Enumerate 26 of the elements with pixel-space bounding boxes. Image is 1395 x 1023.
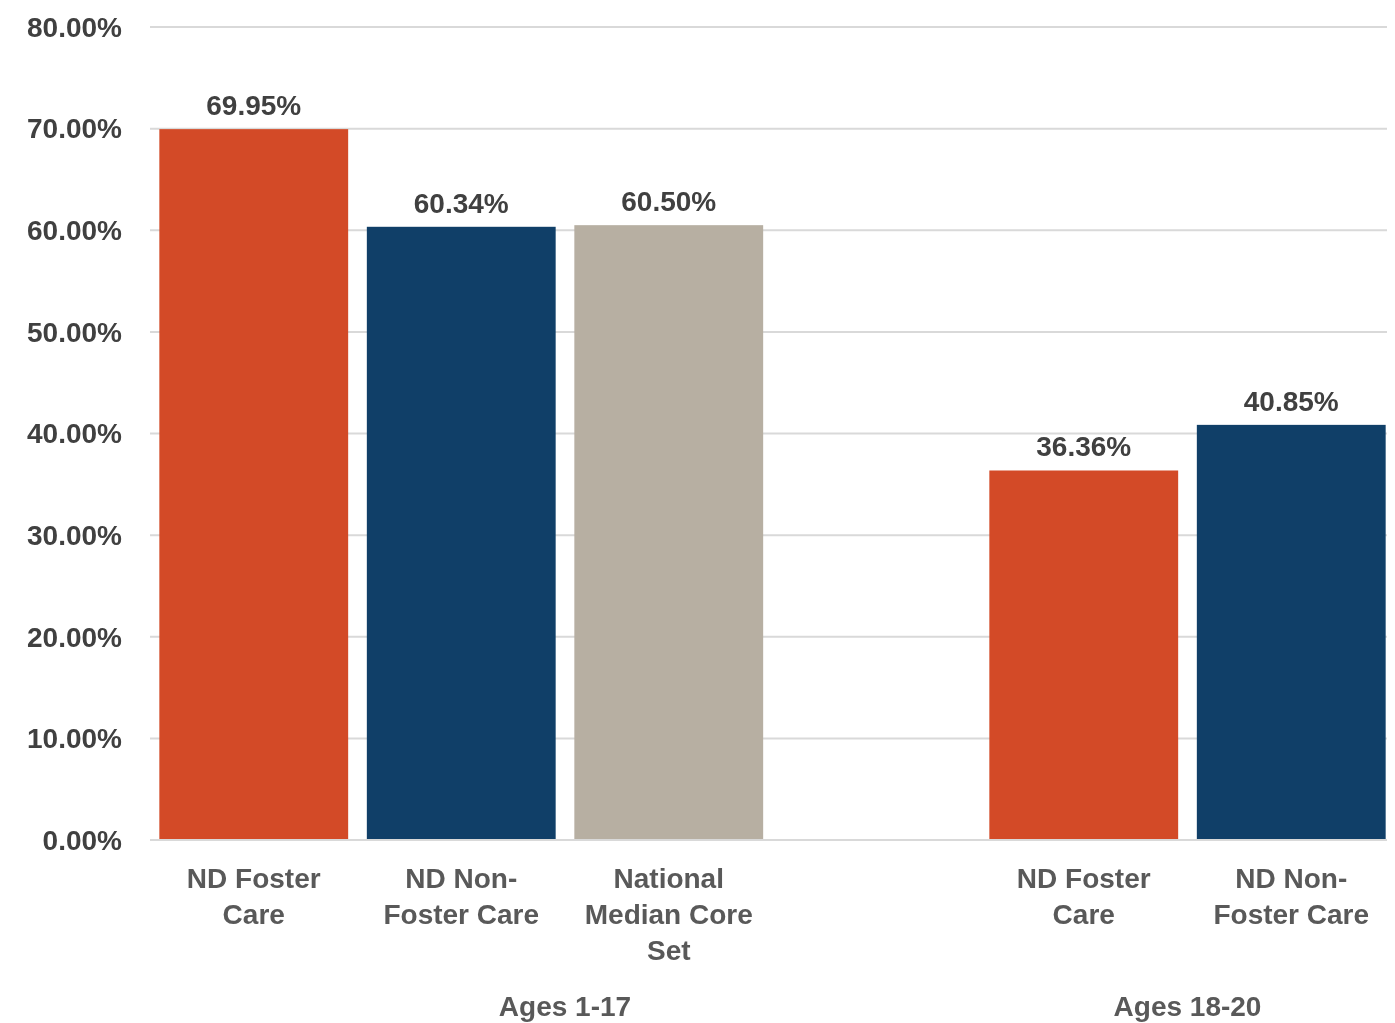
y-tick-label: 60.00%: [27, 215, 123, 247]
y-tick-label: 80.00%: [27, 11, 123, 43]
data-label: 36.36%: [1036, 431, 1132, 463]
x-tick-label: ND Foster Care: [186, 863, 321, 930]
bar: [1196, 424, 1386, 840]
x-tick-label: ND Foster Care: [1016, 863, 1151, 930]
y-tick-label: 70.00%: [27, 113, 123, 145]
x-tick-label: National Median Core Set: [584, 863, 753, 966]
text: Ages 18-20: [1113, 991, 1262, 1022]
data-label: 69.95%: [206, 90, 302, 122]
data-label: 40.85%: [1243, 385, 1339, 417]
x-tick-label: ND Non-Foster Care: [1213, 863, 1370, 930]
y-tick-label: 50.00%: [27, 316, 123, 348]
bar: [574, 225, 764, 840]
y-tick-label: 0.00%: [42, 824, 123, 856]
x-tick-label: ND Non-Foster Care: [383, 863, 540, 930]
y-tick-label: 30.00%: [27, 519, 123, 551]
bar: [159, 129, 349, 840]
y-tick-label: 40.00%: [27, 418, 123, 450]
text: Ages 1-17: [498, 991, 632, 1022]
data-label: 60.34%: [413, 187, 509, 219]
y-tick-label: 20.00%: [27, 621, 123, 653]
y-tick-label: 10.00%: [27, 723, 123, 755]
data-label: 60.50%: [621, 186, 717, 218]
bar: [989, 470, 1179, 840]
bar: [366, 226, 556, 840]
